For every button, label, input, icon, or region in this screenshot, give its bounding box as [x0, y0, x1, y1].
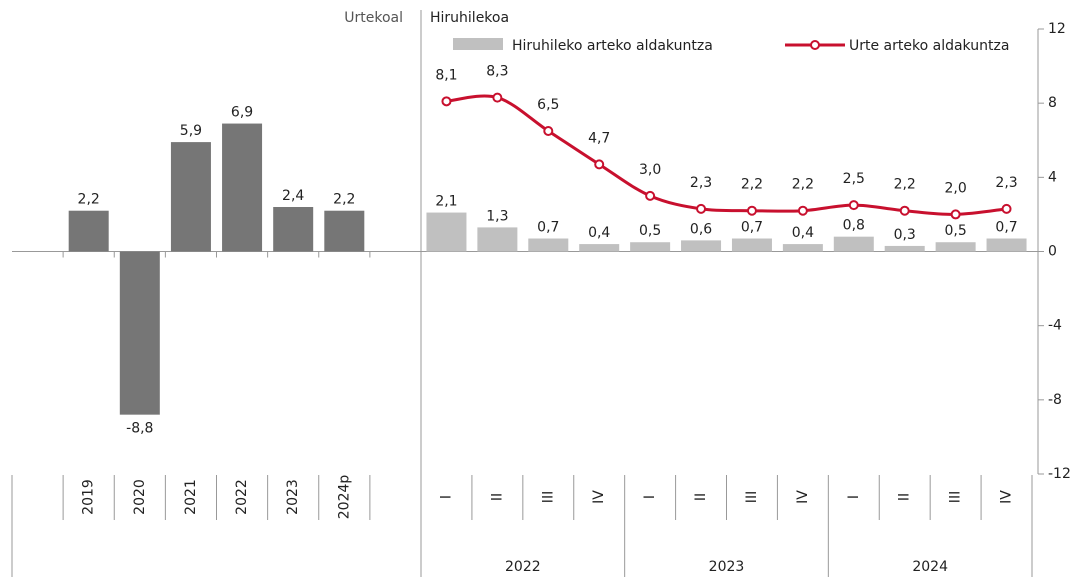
x-tick-label: 2024p: [336, 475, 352, 520]
x-tick-label: I: [846, 495, 862, 499]
data-label: 2,4: [282, 188, 304, 204]
x-tick-label: 2019: [81, 479, 97, 515]
legend-label: Hiruhileko arteko aldakuntza: [512, 38, 713, 54]
x-group-label: 2024: [912, 559, 948, 575]
line-marker: [645, 190, 656, 201]
bar: [324, 210, 365, 252]
x-tick-label: 2021: [183, 479, 199, 515]
bar: [477, 227, 518, 252]
x-tick-label: II: [489, 493, 505, 501]
panel-label: Urtekoal: [344, 10, 403, 26]
x-tick-label: III: [948, 491, 964, 503]
x-group-label: 2023: [709, 559, 745, 575]
line-marker: [746, 205, 757, 216]
x-tick-label: II: [693, 493, 709, 501]
x-tick-label: III: [540, 491, 556, 503]
data-label: 2,5: [843, 171, 865, 187]
data-label: 3,0: [639, 162, 661, 178]
line-marker: [848, 200, 859, 211]
data-label: 0,7: [741, 220, 763, 236]
bar: [681, 240, 722, 252]
y-tick-label: -8: [1048, 392, 1062, 408]
data-label: 6,9: [231, 105, 253, 121]
y-tick-label: 12: [1048, 21, 1066, 37]
y-tick-label: 8: [1048, 95, 1057, 111]
legend-label: Urte arteko aldakuntza: [849, 38, 1009, 54]
line: [446, 94, 1007, 216]
line-marker: [594, 159, 605, 170]
data-label: 2,2: [894, 177, 916, 193]
legend-swatch: [453, 38, 503, 50]
data-label: 2,3: [995, 175, 1017, 191]
bar: [782, 244, 823, 252]
bar: [222, 123, 263, 252]
line-marker: [696, 203, 707, 214]
x-tick-label: I: [438, 495, 454, 499]
data-label: 6,5: [537, 97, 559, 113]
bar: [426, 212, 467, 252]
x-tick-label: IV: [999, 490, 1015, 504]
bar: [528, 238, 569, 252]
data-label: 0,7: [995, 220, 1017, 236]
bar: [630, 242, 671, 252]
data-label: 2,1: [435, 194, 457, 210]
bar: [119, 251, 160, 415]
data-label: 2,2: [792, 177, 814, 193]
bar: [731, 238, 772, 252]
x-tick-label: I: [642, 495, 658, 499]
data-label: 0,6: [690, 221, 712, 237]
data-label: 0,3: [894, 227, 916, 243]
x-tick-label: 2020: [132, 479, 148, 515]
data-label: 2,2: [333, 192, 355, 208]
data-label: 5,9: [180, 123, 202, 139]
data-label: 0,4: [792, 225, 814, 241]
line-marker: [1001, 203, 1012, 214]
bar: [935, 242, 976, 252]
bar: [986, 238, 1027, 252]
data-label: 8,3: [486, 64, 508, 80]
data-label: 0,5: [944, 223, 966, 239]
line-marker: [441, 96, 452, 107]
data-label: 0,7: [537, 220, 559, 236]
x-group-label: 2022: [505, 559, 541, 575]
data-label: 0,5: [639, 223, 661, 239]
y-tick-label: 4: [1048, 169, 1057, 185]
y-tick-label: -12: [1048, 466, 1071, 482]
data-label: 2,0: [944, 180, 966, 196]
x-tick-label: IV: [795, 490, 811, 504]
data-label: 2,2: [78, 192, 100, 208]
data-label: 1,3: [486, 208, 508, 224]
y-tick-label: -4: [1048, 318, 1062, 334]
x-tick-label: II: [897, 493, 913, 501]
x-tick-label: IV: [591, 490, 607, 504]
legend-marker: [810, 40, 820, 50]
bar: [833, 236, 874, 252]
x-tick-label: III: [744, 491, 760, 503]
bar: [884, 245, 925, 252]
x-tick-label: 2022: [234, 479, 250, 515]
bar: [170, 142, 211, 252]
data-label: 4,7: [588, 130, 610, 146]
y-tick-label: 0: [1048, 244, 1057, 260]
data-label: 2,2: [741, 177, 763, 193]
line-marker: [797, 205, 808, 216]
data-label: 0,4: [588, 225, 610, 241]
line-marker: [950, 209, 961, 220]
bar: [68, 210, 109, 252]
data-label: 8,1: [435, 67, 457, 83]
x-tick-label: 2023: [285, 479, 301, 515]
line-marker: [543, 125, 554, 136]
data-label: 0,8: [843, 218, 865, 234]
line-marker: [899, 205, 910, 216]
bar: [579, 244, 620, 252]
data-label: -8,8: [126, 421, 153, 437]
line-marker: [492, 92, 503, 103]
data-label: 2,3: [690, 175, 712, 191]
bar: [273, 207, 314, 252]
panel-label: Hiruhilekoa: [430, 10, 509, 26]
